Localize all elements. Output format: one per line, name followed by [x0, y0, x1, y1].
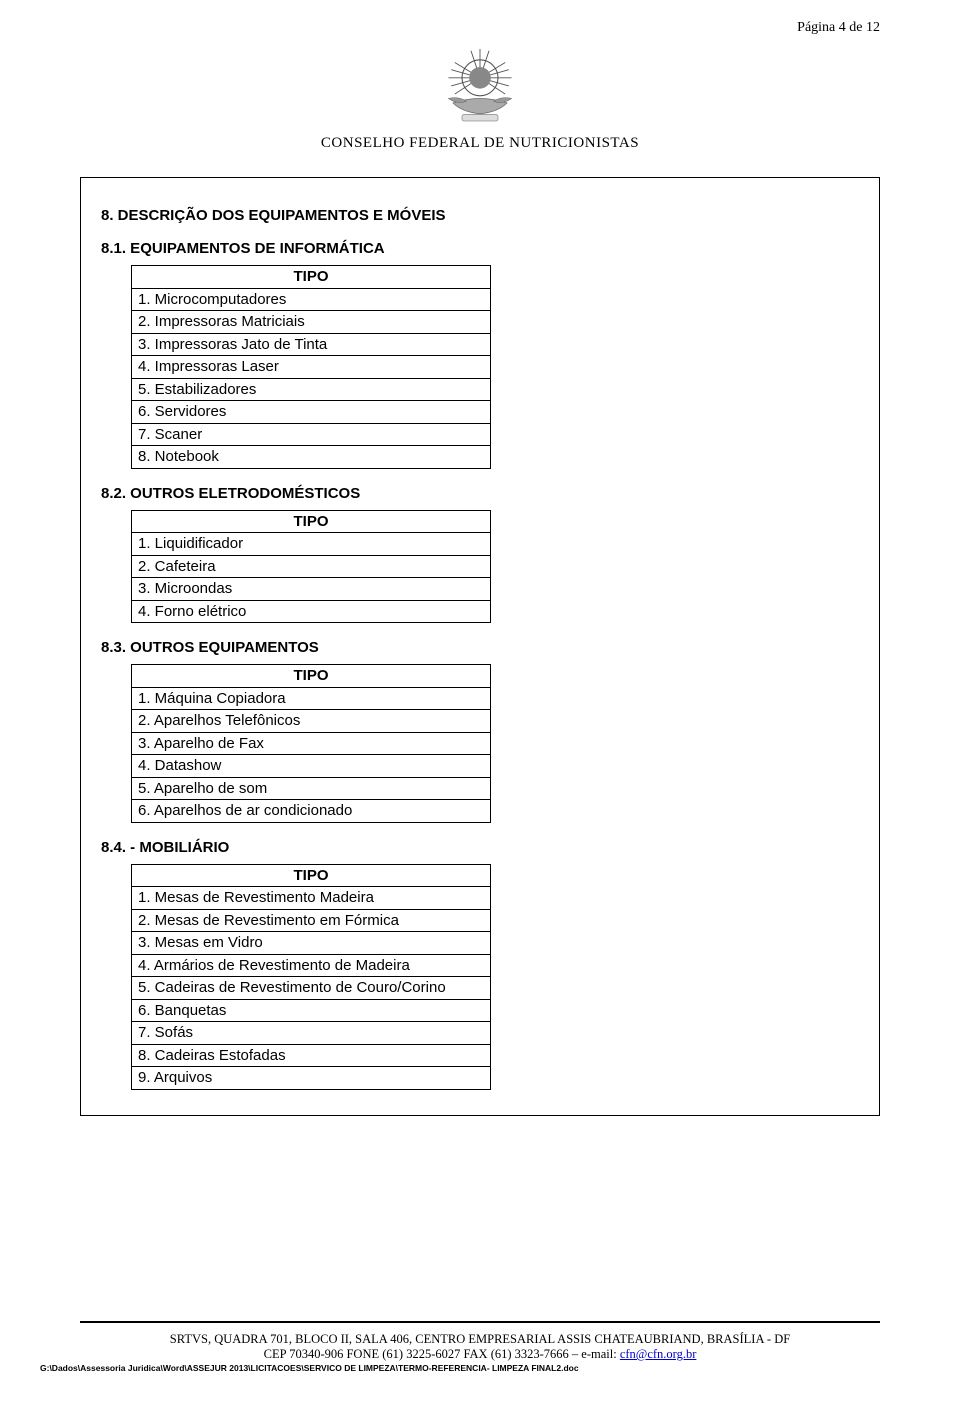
table-row: 1. Microcomputadores: [132, 288, 491, 311]
page-number: Página 4 de 12: [797, 20, 880, 36]
table-row: 2. Cafeteira: [132, 555, 491, 578]
table-row: 4. Datashow: [132, 755, 491, 778]
table-row: 9. Arquivos: [132, 1067, 491, 1090]
table-row: 6. Banquetas: [132, 999, 491, 1022]
table-header: TIPO: [132, 864, 491, 887]
document-page: Página 4 de 12: [0, 0, 960, 1403]
table-row: 3. Aparelho de Fax: [132, 732, 491, 755]
table-row: 4. Armários de Revestimento de Madeira: [132, 954, 491, 977]
content-frame: 8. DESCRIÇÃO DOS EQUIPAMENTOS E MÓVEIS 8…: [80, 177, 880, 1116]
table-row: 2. Impressoras Matriciais: [132, 311, 491, 334]
footer-contact-line: CEP 70340-906 FONE (61) 3225-6027 FAX (6…: [40, 1347, 920, 1362]
subsection-title: 8.1. EQUIPAMENTOS DE INFORMÁTICA: [101, 240, 859, 257]
organization-name: CONSELHO FEDERAL DE NUTRICIONISTAS: [80, 135, 880, 152]
document-header: CONSELHO FEDERAL DE NUTRICIONISTAS: [80, 40, 880, 152]
table-row: 3. Impressoras Jato de Tinta: [132, 333, 491, 356]
table-row: 4. Forno elétrico: [132, 600, 491, 623]
table-row: 1. Mesas de Revestimento Madeira: [132, 887, 491, 910]
table-row: 7. Scaner: [132, 423, 491, 446]
table-row: 8. Notebook: [132, 446, 491, 469]
table-row: 1. Liquidificador: [132, 533, 491, 556]
table-row: 2. Mesas de Revestimento em Fórmica: [132, 909, 491, 932]
coat-of-arms-icon: [435, 40, 525, 130]
section-title: 8. DESCRIÇÃO DOS EQUIPAMENTOS E MÓVEIS: [101, 207, 859, 224]
table-row: 5. Aparelho de som: [132, 777, 491, 800]
table-row: 4. Impressoras Laser: [132, 356, 491, 379]
table-row: 5. Cadeiras de Revestimento de Couro/Cor…: [132, 977, 491, 1000]
table-row: 3. Microondas: [132, 578, 491, 601]
table-row: 2. Aparelhos Telefônicos: [132, 710, 491, 733]
footer-cep-text: CEP 70340-906 FONE (61) 3225-6027 FAX (6…: [264, 1347, 620, 1361]
table-row: 5. Estabilizadores: [132, 378, 491, 401]
equipment-table: TIPO 1. Mesas de Revestimento Madeira 2.…: [131, 864, 491, 1090]
table-header: TIPO: [132, 510, 491, 533]
equipment-table: TIPO 1. Microcomputadores 2. Impressoras…: [131, 265, 491, 469]
subsection-title: 8.4. - MOBILIÁRIO: [101, 839, 859, 856]
equipment-table: TIPO 1. Liquidificador 2. Cafeteira 3. M…: [131, 510, 491, 624]
table-row: 6. Servidores: [132, 401, 491, 424]
document-footer: SRTVS, QUADRA 701, BLOCO II, SALA 406, C…: [0, 1321, 960, 1373]
subsection-title: 8.3. OUTROS EQUIPAMENTOS: [101, 639, 859, 656]
footer-email-link[interactable]: cfn@cfn.org.br: [620, 1347, 697, 1361]
subsection-title: 8.2. OUTROS ELETRODOMÉSTICOS: [101, 485, 859, 502]
table-row: 8. Cadeiras Estofadas: [132, 1044, 491, 1067]
footer-filepath: G:\Dados\Assessoria Juridica\Word\ASSEJU…: [40, 1363, 920, 1373]
table-row: 3. Mesas em Vidro: [132, 932, 491, 955]
table-header: TIPO: [132, 665, 491, 688]
table-row: 6. Aparelhos de ar condicionado: [132, 800, 491, 823]
equipment-table: TIPO 1. Máquina Copiadora 2. Aparelhos T…: [131, 664, 491, 823]
table-header: TIPO: [132, 266, 491, 289]
footer-address: SRTVS, QUADRA 701, BLOCO II, SALA 406, C…: [40, 1331, 920, 1347]
table-row: 7. Sofás: [132, 1022, 491, 1045]
footer-divider: [80, 1321, 880, 1323]
table-row: 1. Máquina Copiadora: [132, 687, 491, 710]
